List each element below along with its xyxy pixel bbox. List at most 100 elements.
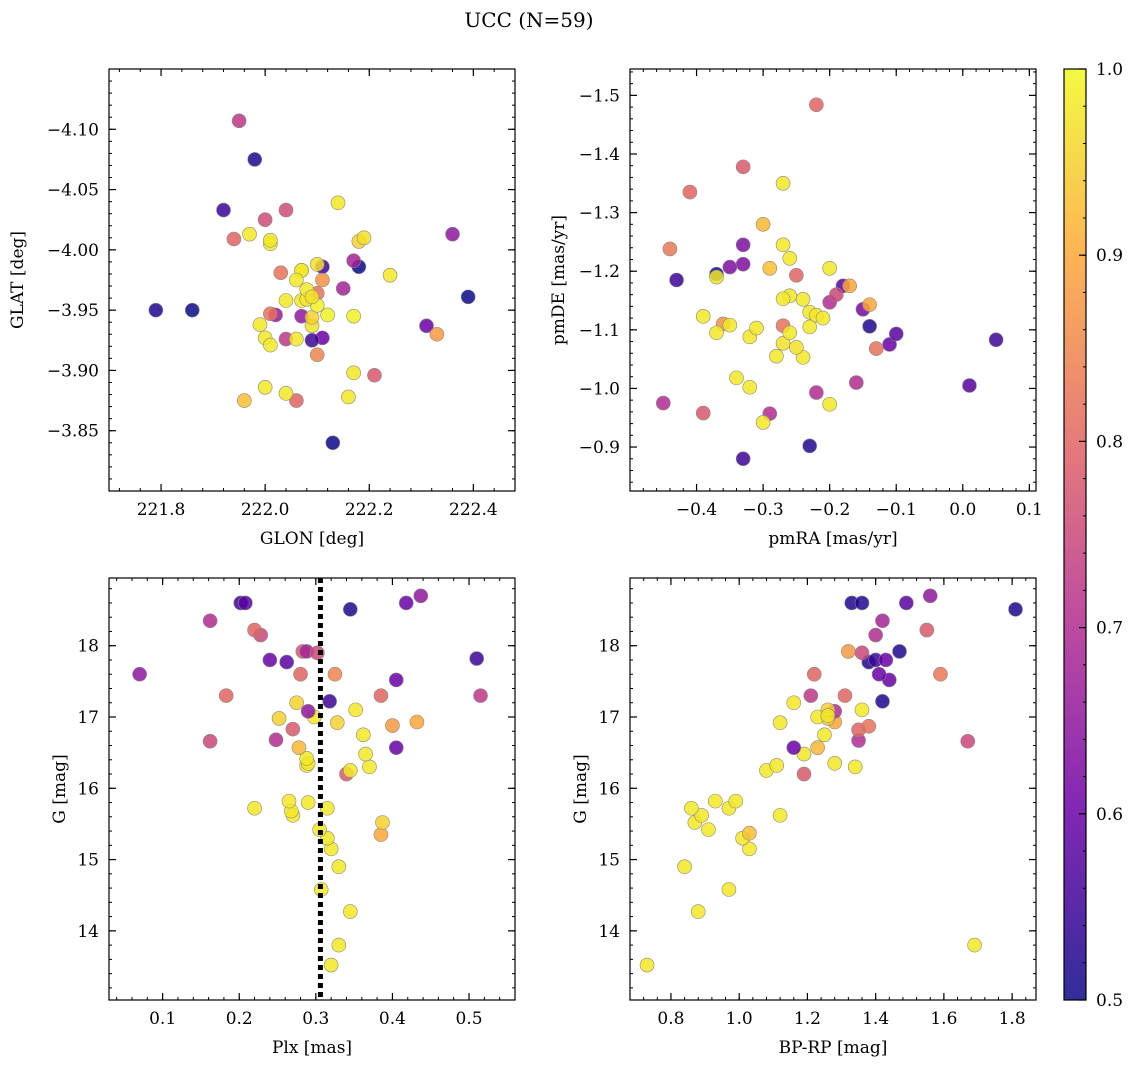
x-axis-label: Plx [mas] <box>272 1038 352 1058</box>
scatter-point <box>323 957 339 973</box>
x-tick-label: −0.2 <box>809 500 850 520</box>
scatter-point <box>775 237 791 253</box>
scatter-point <box>388 740 404 755</box>
scatter-point <box>677 859 692 875</box>
y-tick-label: −4.00 <box>47 241 99 261</box>
scatter-point <box>398 595 414 611</box>
scatter-point <box>278 202 294 218</box>
scatter-point <box>268 732 284 748</box>
scatter-point <box>722 317 738 333</box>
scatter-point <box>322 694 337 709</box>
y-tick-label: −1.4 <box>579 145 620 165</box>
scatter-point <box>822 396 837 412</box>
scatter-point <box>854 702 870 718</box>
scatter-point <box>662 241 678 257</box>
scatter-points <box>655 97 1004 467</box>
panels: 221.8 222.0 222.2 222.4 −3.85 −3.90 −3.95 −4.00… <box>8 68 1043 1058</box>
scatter-point <box>362 759 377 775</box>
x-tick-label: 0.2 <box>226 1009 253 1029</box>
x-tick-label: 0.4 <box>379 1009 406 1029</box>
scatter-point <box>878 652 894 668</box>
panel-2: −0.4 −0.3 −0.2 −0.1 0.0 0.1 −0.9 −1.0 −1.1 −1.2 −1… <box>549 68 1043 549</box>
scatter-point <box>962 378 977 393</box>
scatter-point <box>1008 602 1023 617</box>
colorbar-tick-label: 0.6 <box>1096 805 1123 825</box>
scatter-point <box>304 289 320 305</box>
scatter-point <box>242 226 257 242</box>
scatter-point <box>775 291 791 307</box>
x-tick-label: 222.2 <box>345 500 394 520</box>
scatter-point <box>735 451 751 467</box>
y-axis-label: pmDE [mas/yr] <box>549 215 569 345</box>
scatter-point <box>184 302 200 318</box>
scatter-point <box>875 694 890 709</box>
scatter-point <box>775 335 791 351</box>
scatter-point <box>278 386 294 401</box>
scatter-point <box>341 389 356 405</box>
y-tick-label: 17 <box>598 708 620 728</box>
scatter-point <box>868 341 884 356</box>
scatter-point <box>871 666 887 682</box>
x-tick-label: 1.2 <box>794 1009 821 1029</box>
y-tick-label: −1.1 <box>579 321 620 341</box>
y-axis-label: G [mag] <box>571 754 591 823</box>
scatter-point <box>899 595 914 611</box>
axes-frame <box>629 68 1037 492</box>
scatter-point <box>669 272 684 288</box>
scatter-point <box>342 763 358 778</box>
x-axis-label: GLON [deg] <box>260 529 364 549</box>
scatter-point <box>742 825 757 841</box>
scatter-point <box>735 256 751 272</box>
scatter-point <box>854 645 870 661</box>
colorbar-tick-label: 0.8 <box>1096 432 1123 452</box>
scatter-point <box>769 348 784 364</box>
scatter-point <box>419 318 434 334</box>
x-tick-label: 222.0 <box>241 500 290 520</box>
scatter-point <box>409 714 425 730</box>
scatter-point <box>346 308 361 324</box>
scatter-point <box>742 841 757 857</box>
scatter-point <box>707 793 723 809</box>
scatter-point <box>373 827 389 842</box>
y-tick-label: 15 <box>77 851 99 871</box>
colorbar-gradient <box>1063 68 1087 1001</box>
scatter-point <box>769 758 785 773</box>
scatter-point <box>202 733 218 749</box>
x-tick-label: −0.1 <box>876 500 917 520</box>
scatter-point <box>827 756 843 771</box>
figure-title: UCC (N=59) <box>464 8 593 32</box>
x-tick-label: 0.1 <box>149 1009 176 1029</box>
scatter-point <box>330 195 346 211</box>
scatter-point <box>252 317 268 332</box>
scatter-point <box>202 613 218 629</box>
scatter-points <box>132 588 488 973</box>
scatter-point <box>802 438 818 454</box>
scatter-point <box>988 332 1004 348</box>
axes-frame <box>108 577 516 1001</box>
scatter-point <box>300 795 316 810</box>
scatter-point <box>216 202 231 218</box>
scatter-point <box>882 337 897 352</box>
scatter-point <box>802 319 818 335</box>
panel-4: 0.8 1.0 1.2 1.4 1.6 1.8 14 15 16 17 18 BP-RP [mag] G… <box>571 577 1037 1058</box>
colorbar-tick-label: 0.9 <box>1096 246 1123 266</box>
x-tick-label: 222.4 <box>449 500 498 520</box>
scatter-point <box>310 645 325 661</box>
scatter-point <box>132 666 147 682</box>
x-tick-label: 0.3 <box>302 1009 329 1029</box>
scatter-point <box>875 613 890 629</box>
scatter-point <box>348 702 363 718</box>
scatter-point <box>854 595 870 611</box>
scatter-point <box>809 97 824 113</box>
scatter-point <box>841 644 856 659</box>
y-tick-label: −4.10 <box>47 120 99 140</box>
scatter-point <box>695 405 711 421</box>
scatter-point <box>815 310 831 326</box>
x-tick-label: 1.4 <box>862 1009 889 1029</box>
scatter-point <box>796 766 812 782</box>
panel-1: 221.8 222.0 222.2 222.4 −3.85 −3.90 −3.95 −4.00… <box>8 68 516 549</box>
scatter-point <box>810 740 825 755</box>
scatter-point <box>263 306 278 322</box>
scatter-point <box>257 380 273 395</box>
scatter-point <box>263 337 278 353</box>
